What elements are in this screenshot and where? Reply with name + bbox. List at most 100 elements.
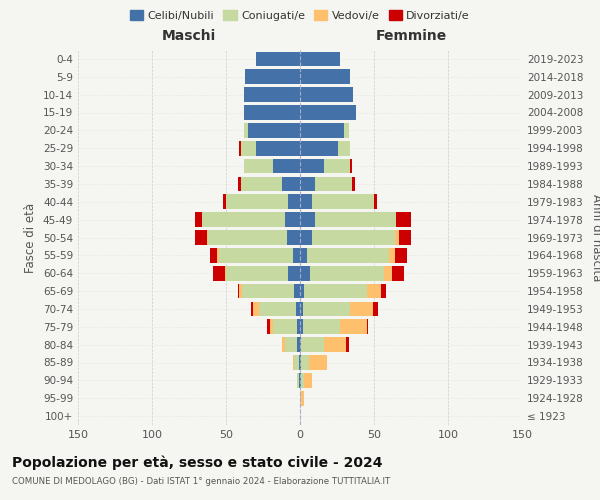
Bar <box>315 176 352 192</box>
Bar <box>309 355 326 370</box>
Bar <box>340 320 367 334</box>
Bar <box>300 284 304 298</box>
Bar <box>300 266 310 280</box>
Bar <box>300 230 312 245</box>
Bar <box>301 338 323 352</box>
Bar <box>300 373 301 388</box>
Bar <box>385 266 392 280</box>
Bar <box>396 212 411 227</box>
Bar <box>223 194 226 209</box>
Bar <box>350 159 352 174</box>
Bar <box>300 391 301 406</box>
Bar <box>301 355 309 370</box>
Bar <box>304 373 312 388</box>
Bar <box>274 159 300 174</box>
Bar <box>315 212 396 227</box>
Bar <box>301 373 304 388</box>
Bar <box>300 194 312 209</box>
Bar <box>248 123 300 138</box>
Bar <box>226 194 288 209</box>
Bar <box>373 302 379 316</box>
Bar <box>217 248 218 262</box>
Text: Maschi: Maschi <box>162 29 216 43</box>
Bar <box>251 302 253 316</box>
Bar <box>300 355 301 370</box>
Bar <box>293 248 300 262</box>
Y-axis label: Fasce di età: Fasce di età <box>25 202 37 272</box>
Bar <box>382 284 386 298</box>
Bar <box>244 159 274 174</box>
Bar <box>238 176 241 192</box>
Bar <box>312 194 374 209</box>
Bar <box>259 302 296 316</box>
Bar <box>310 266 385 280</box>
Bar <box>389 248 395 262</box>
Bar <box>242 284 294 298</box>
Bar <box>338 141 350 156</box>
Bar <box>195 212 202 227</box>
Bar <box>300 88 353 102</box>
Text: COMUNE DI MEDOLAGO (BG) - Dati ISTAT 1° gennaio 2024 - Elaborazione TUTTITALIA.I: COMUNE DI MEDOLAGO (BG) - Dati ISTAT 1° … <box>12 478 390 486</box>
Bar <box>244 88 300 102</box>
Bar <box>299 373 300 388</box>
Bar <box>300 70 350 84</box>
Legend: Celibi/Nubili, Coniugati/e, Vedovi/e, Divorziati/e: Celibi/Nubili, Coniugati/e, Vedovi/e, Di… <box>125 6 475 25</box>
Bar <box>256 52 300 66</box>
Bar <box>367 320 368 334</box>
Bar <box>301 391 304 406</box>
Bar <box>195 230 207 245</box>
Bar <box>244 105 300 120</box>
Bar <box>392 266 404 280</box>
Bar <box>323 159 350 174</box>
Bar <box>294 284 300 298</box>
Bar <box>300 52 340 66</box>
Bar <box>282 338 285 352</box>
Bar <box>274 320 297 334</box>
Bar <box>271 320 274 334</box>
Bar <box>239 284 242 298</box>
Bar <box>374 194 377 209</box>
Bar <box>207 230 208 245</box>
Bar <box>288 194 300 209</box>
Bar <box>208 230 287 245</box>
Bar <box>288 266 300 280</box>
Bar <box>307 248 389 262</box>
Bar <box>300 105 356 120</box>
Bar <box>300 159 323 174</box>
Bar <box>304 284 367 298</box>
Bar <box>300 338 301 352</box>
Bar <box>300 123 344 138</box>
Bar <box>297 320 300 334</box>
Bar <box>296 302 300 316</box>
Bar <box>241 176 282 192</box>
Bar <box>297 373 299 388</box>
Bar <box>300 141 338 156</box>
Bar <box>218 248 293 262</box>
Bar <box>226 266 288 280</box>
Bar <box>300 212 315 227</box>
Bar <box>293 355 294 370</box>
Bar <box>287 230 300 245</box>
Bar <box>350 302 373 316</box>
Bar <box>282 176 300 192</box>
Bar <box>323 338 346 352</box>
Bar <box>285 338 297 352</box>
Bar <box>399 230 411 245</box>
Bar <box>241 141 256 156</box>
Bar <box>294 355 299 370</box>
Bar <box>253 302 259 316</box>
Text: Femmine: Femmine <box>376 29 446 43</box>
Bar <box>210 248 217 262</box>
Bar <box>239 141 241 156</box>
Bar <box>303 320 340 334</box>
Bar <box>202 212 285 227</box>
Bar <box>367 284 382 298</box>
Bar <box>238 284 239 298</box>
Bar <box>300 176 315 192</box>
Y-axis label: Anni di nascita: Anni di nascita <box>590 194 600 281</box>
Bar <box>312 230 395 245</box>
Bar <box>352 176 355 192</box>
Bar <box>344 123 349 138</box>
Bar <box>300 302 303 316</box>
Bar <box>297 338 300 352</box>
